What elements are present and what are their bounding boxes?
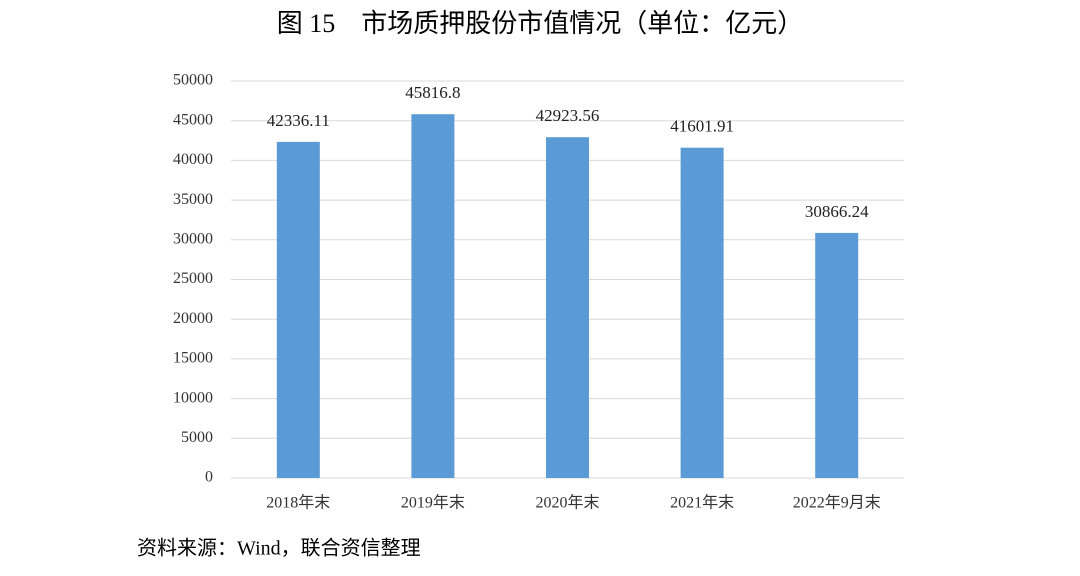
data-label: 42336.11: [267, 111, 330, 130]
bar: [815, 232, 859, 478]
source-note: 资料来源：Wind，联合资信整理: [137, 537, 421, 560]
y-tick-label: 50000: [173, 72, 213, 89]
data-label: 30866.24: [805, 202, 869, 221]
data-label: 41601.91: [670, 117, 734, 136]
y-tick-label: 0: [205, 469, 213, 486]
y-tick-label: 10000: [173, 389, 213, 406]
y-tick-label: 15000: [173, 350, 213, 367]
bar: [546, 137, 589, 478]
data-label: 45816.8: [405, 83, 460, 102]
x-tick-label: 2020年末: [535, 494, 599, 512]
chart-title: 图 15 市场质押股份市值情况（单位：亿元）: [277, 9, 804, 38]
data-label: 42923.56: [536, 106, 600, 125]
y-tick-label: 5000: [181, 429, 213, 446]
y-tick-label: 30000: [173, 230, 213, 247]
y-tick-label: 25000: [173, 270, 213, 287]
x-tick-label: 2021年末: [670, 494, 734, 512]
y-tick-label: 40000: [173, 151, 213, 168]
bar: [680, 147, 724, 478]
y-tick-label: 35000: [173, 191, 213, 208]
x-tick-label: 2022年9月末: [793, 494, 881, 512]
x-tick-label: 2018年末: [266, 494, 330, 512]
x-tick-label: 2019年末: [401, 494, 465, 512]
y-tick-label: 20000: [173, 310, 213, 327]
bar: [276, 141, 320, 478]
y-tick-label: 45000: [173, 111, 213, 128]
bar: [411, 114, 455, 479]
